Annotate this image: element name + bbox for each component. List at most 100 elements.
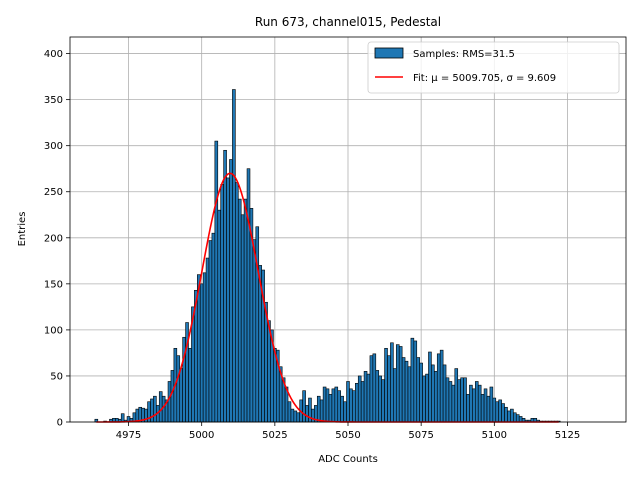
histogram-bar <box>346 381 350 423</box>
x-axis-title: ADC Counts <box>318 454 378 465</box>
histogram-bar <box>328 394 333 423</box>
histogram-bar <box>442 364 447 423</box>
y-tick-label: 200 <box>44 233 63 244</box>
histogram-bar <box>352 390 356 423</box>
histogram-bar <box>483 388 488 423</box>
histogram-bar <box>504 406 508 423</box>
histogram-bar <box>422 375 426 423</box>
y-tick-label: 100 <box>44 325 63 336</box>
histogram-bar <box>188 348 192 423</box>
histogram-bar <box>217 209 222 423</box>
histogram-bar <box>355 383 359 423</box>
histogram-bar <box>425 373 429 423</box>
histogram-bar <box>340 395 344 423</box>
histogram-bar <box>466 394 470 423</box>
histogram-bar <box>296 412 301 423</box>
histogram-bar <box>472 388 476 423</box>
histogram-bar <box>170 370 175 423</box>
histogram-bar <box>501 403 505 423</box>
histogram-bar <box>469 384 473 423</box>
histogram-bar <box>316 395 321 423</box>
histogram-bar <box>290 408 295 423</box>
histogram-bar <box>223 149 227 423</box>
histogram-bar <box>515 414 520 423</box>
x-tick-label: 5050 <box>335 430 360 441</box>
x-tick-label: 5000 <box>189 430 214 441</box>
histogram-bar <box>445 377 450 423</box>
histogram-bar <box>150 398 154 423</box>
histogram-bar <box>179 368 183 423</box>
histogram-bar <box>232 89 236 423</box>
histogram-bar <box>507 410 511 423</box>
y-tick-label: 400 <box>44 49 63 60</box>
histogram-bar <box>410 337 415 423</box>
histogram-bar <box>401 357 406 423</box>
histogram-bar <box>214 140 219 423</box>
y-tick-label: 250 <box>44 187 63 198</box>
histogram-bar <box>349 388 353 423</box>
histogram-bar <box>363 371 368 423</box>
histogram-bar <box>460 377 464 423</box>
histogram-bar <box>246 168 251 423</box>
histogram-bar <box>448 381 453 423</box>
histogram-bar <box>518 416 523 423</box>
x-axis-ticks: 4975 5000 5025 5050 5075 5100 5125 <box>116 422 580 441</box>
histogram-bar <box>387 355 391 423</box>
histogram-bar <box>436 353 441 423</box>
histogram-bar <box>407 366 412 423</box>
histogram-bar <box>229 159 233 423</box>
legend-box <box>367 41 620 94</box>
histogram-bar <box>205 257 210 423</box>
legend-samples-swatch <box>374 47 404 59</box>
histogram-bar <box>513 412 517 423</box>
histogram-bar <box>199 283 204 423</box>
histogram-bar <box>457 379 461 423</box>
histogram-bar <box>495 401 500 423</box>
x-tick-label: 5125 <box>555 430 580 441</box>
x-tick-label: 5100 <box>482 430 507 441</box>
histogram-bar <box>226 177 230 423</box>
x-tick-label: 5075 <box>408 430 433 441</box>
y-axis-title: Entries <box>17 212 28 247</box>
histogram-bar <box>287 401 292 423</box>
histogram-bar <box>398 346 403 423</box>
histogram-bar <box>325 388 330 423</box>
y-tick-label: 350 <box>44 95 63 106</box>
histogram-bar <box>454 368 459 423</box>
y-axis-ticks: 0 50 100 150 200 250 300 350 400 <box>44 49 70 429</box>
x-tick-label: 5025 <box>262 430 287 441</box>
histogram-bar <box>395 344 400 423</box>
histogram-bar <box>293 410 298 423</box>
y-tick-label: 300 <box>44 141 63 152</box>
histogram-bar <box>235 182 239 423</box>
histogram-bar <box>240 214 245 423</box>
histogram-bar <box>153 395 157 423</box>
histogram-bar <box>428 351 432 423</box>
histogram-bar <box>477 384 482 423</box>
histogram-bar <box>486 395 491 423</box>
histogram-bar <box>220 184 224 423</box>
histogram-bar <box>434 371 438 423</box>
legend-samples-label: Samples: RMS=31.5 <box>413 49 515 60</box>
histogram-bar <box>372 353 377 423</box>
histogram-bar <box>419 362 423 423</box>
histogram-bar <box>369 355 374 423</box>
histogram-bar <box>311 408 315 423</box>
histogram-bar <box>211 232 216 423</box>
histogram-bar <box>334 386 339 423</box>
histogram-bar <box>404 360 409 423</box>
histogram-bar <box>319 399 324 423</box>
histogram-bar <box>158 391 163 423</box>
histogram-bar <box>480 394 485 423</box>
histogram-bar <box>305 405 309 423</box>
histogram-bar <box>366 373 371 423</box>
histogram-bar <box>360 381 365 423</box>
histogram-bar <box>463 377 467 423</box>
histogram-bar <box>439 349 444 423</box>
histogram-bar <box>492 397 497 423</box>
histogram-bar <box>357 375 362 423</box>
histogram-bar <box>378 375 382 423</box>
histogram-bar <box>413 340 418 423</box>
histogram-bar <box>337 390 341 423</box>
